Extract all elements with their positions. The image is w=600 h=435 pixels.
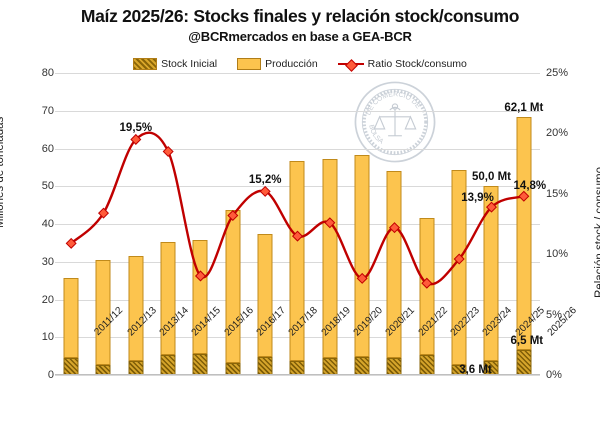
y-axis-left-tick-label: 20: [41, 293, 54, 306]
y-axis-left-tick-label: 40: [41, 218, 54, 230]
y-axis-left-tick-label: 50: [41, 180, 54, 193]
bar-segment-stock-inicial[interactable]: [160, 355, 176, 375]
bar-segment-produccion[interactable]: [516, 117, 532, 351]
ratio-data-point[interactable]: [421, 277, 433, 289]
legend-line-marker-icon-ratio: [337, 59, 364, 69]
data-label: 50,0 Mt: [472, 171, 511, 184]
ratio-data-point[interactable]: [65, 237, 77, 249]
bar-group[interactable]: [281, 73, 313, 375]
ratio-data-point[interactable]: [324, 217, 336, 229]
y-axis-left-tick-label: 30: [41, 255, 54, 268]
bar-segment-produccion[interactable]: [483, 186, 499, 362]
bar-group[interactable]: [217, 73, 249, 375]
data-label: 14,8%: [513, 180, 547, 193]
bcr-seal-watermark-icon: DE COMERCIO DE BOLSA: [354, 81, 436, 163]
page-title: Maíz 2025/26: Stocks finales y relación …: [80, 6, 520, 26]
bar-segment-produccion[interactable]: [257, 233, 273, 357]
bar-group[interactable]: [314, 73, 346, 375]
bar-group[interactable]: [443, 73, 475, 375]
y-axis-left-tick-label: 80: [41, 67, 54, 79]
bar-segment-produccion[interactable]: [95, 260, 111, 366]
bar-segment-produccion[interactable]: [128, 256, 144, 361]
y-axis-left-tick-label: 0: [47, 369, 54, 381]
ratio-data-point[interactable]: [162, 146, 174, 158]
bar-segment-stock-inicial[interactable]: [483, 361, 499, 375]
bar-segment-stock-inicial[interactable]: [419, 355, 435, 375]
legend-item-ratio: Ratio Stock/consumo: [337, 58, 467, 70]
x-axis-baseline: [55, 374, 540, 375]
bar-segment-stock-inicial[interactable]: [354, 356, 370, 375]
bar-group[interactable]: [87, 73, 119, 375]
gridline: [55, 375, 540, 376]
data-label: 13,9%: [461, 192, 494, 205]
bar-group[interactable]: [152, 73, 184, 375]
data-label: 19,5%: [119, 122, 153, 135]
bar-segment-stock-inicial[interactable]: [386, 357, 402, 375]
bar-group[interactable]: [55, 73, 87, 375]
page-subtitle: @BCRmercados en base a GEA-BCR: [188, 29, 412, 45]
legend-swatch-icon-stock-inicial: [133, 58, 158, 70]
chart-legend: Stock Inicial Producción Ratio Stock/con…: [0, 58, 600, 70]
bar-segment-produccion[interactable]: [160, 242, 176, 356]
y-axis-right-tick-label: 15%: [546, 187, 569, 200]
bar-segment-produccion[interactable]: [63, 278, 79, 358]
legend-item-stock-inicial: Stock Inicial: [133, 58, 217, 70]
y-axis-left-tick-label: 10: [41, 331, 54, 344]
bar-segment-produccion[interactable]: [386, 170, 402, 358]
bar-group[interactable]: [508, 73, 540, 375]
y-axis-right-title: Relación stock / consumo: [594, 166, 600, 298]
bar-group[interactable]: [249, 73, 281, 375]
y-axis-left-tick-label: 60: [41, 142, 54, 155]
bar-segment-stock-inicial[interactable]: [516, 350, 532, 375]
y-axis-right-tick-label: 10%: [546, 248, 569, 261]
legend-label-ratio: Ratio Stock/consumo: [367, 58, 467, 70]
legend-label-stock-inicial: Stock Inicial: [161, 58, 218, 70]
ratio-data-point[interactable]: [130, 133, 142, 145]
ratio-line: [70, 131, 525, 286]
title-block: Maíz 2025/26: Stocks finales y relación …: [0, 6, 600, 44]
legend-item-produccion: Producción: [237, 58, 318, 70]
bar-segment-produccion[interactable]: [322, 159, 338, 359]
legend-swatch-icon-produccion: [237, 58, 262, 70]
y-axis-right-tick-label: 25%: [546, 67, 569, 79]
y-axis-right-tick-label: 5%: [546, 308, 562, 321]
y-axis-left-tick-label: 70: [41, 104, 54, 117]
bar-group[interactable]: [378, 73, 410, 375]
ratio-data-point[interactable]: [453, 253, 465, 265]
bar-segment-stock-inicial[interactable]: [322, 358, 338, 375]
bar-segment-produccion[interactable]: [289, 161, 305, 362]
y-axis-right-tick-label: 20%: [546, 127, 569, 140]
bar-group[interactable]: [475, 73, 507, 375]
ratio-line-layer: [65, 131, 530, 289]
bars-layer: [55, 73, 540, 375]
bar-segment-stock-inicial[interactable]: [257, 356, 273, 375]
ratio-data-point[interactable]: [227, 210, 239, 222]
ratio-data-point[interactable]: [356, 272, 368, 284]
data-label: 6,5 Mt: [510, 335, 544, 348]
data-label: 3,6 Mt: [459, 364, 492, 377]
ratio-data-point[interactable]: [388, 222, 401, 234]
gridline: [55, 110, 540, 112]
plot-area: [55, 73, 540, 376]
ratio-data-point[interactable]: [194, 270, 207, 282]
y-axis-right-tick-label: 0%: [546, 369, 562, 381]
legend-label-produccion: Producción: [265, 58, 318, 70]
bar-segment-stock-inicial[interactable]: [192, 354, 208, 375]
ratio-data-point[interactable]: [518, 190, 530, 202]
ratio-data-point[interactable]: [97, 207, 110, 219]
ratio-data-point[interactable]: [259, 185, 271, 197]
gridline: [55, 148, 540, 150]
bar-group[interactable]: [346, 73, 378, 375]
ratio-data-point[interactable]: [291, 230, 304, 242]
bar-segment-produccion[interactable]: [354, 155, 370, 357]
gridline: [55, 73, 540, 74]
y-axis-left-title: Millones de toneladas: [0, 116, 6, 228]
ratio-data-point[interactable]: [485, 201, 498, 213]
data-label: 62,1 Mt: [504, 102, 544, 115]
data-label: 15,2%: [248, 174, 282, 187]
